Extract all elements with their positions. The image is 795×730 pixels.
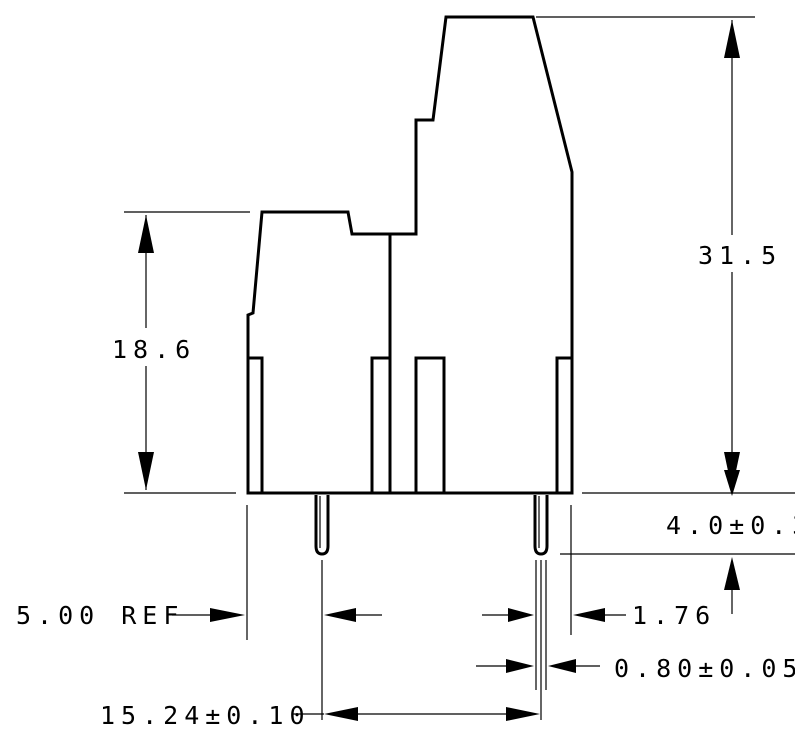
component-outline [246, 15, 574, 495]
dim-height-left-label: 18.6 [112, 335, 196, 364]
dim-edge-offset-label: 1.76 [632, 601, 716, 630]
dim-pitch: 15.24±0.10 [100, 701, 540, 730]
dim-pin-diameter-label: 0.80±0.05 [614, 654, 795, 683]
dim-pin-length: 4.0±0.3 [666, 470, 795, 614]
right-pin [533, 495, 549, 556]
dim-height-left: 18.6 [112, 215, 196, 490]
dim-ref-offset: 5.00 REF [16, 601, 382, 630]
dim-pitch-label: 15.24±0.10 [100, 701, 311, 730]
dim-pin-diameter: 0.80±0.05 [476, 654, 795, 683]
dim-ref-offset-label: 5.00 REF [16, 601, 184, 630]
dim-height-total-label: 31.5 [698, 241, 782, 270]
pins [314, 495, 549, 556]
dim-pin-length-label: 4.0±0.3 [666, 511, 795, 540]
extension-lines [124, 16, 795, 720]
dim-height-total: 31.5 [698, 20, 782, 490]
dim-edge-offset: 1.76 [482, 601, 716, 630]
left-pin [314, 495, 330, 556]
